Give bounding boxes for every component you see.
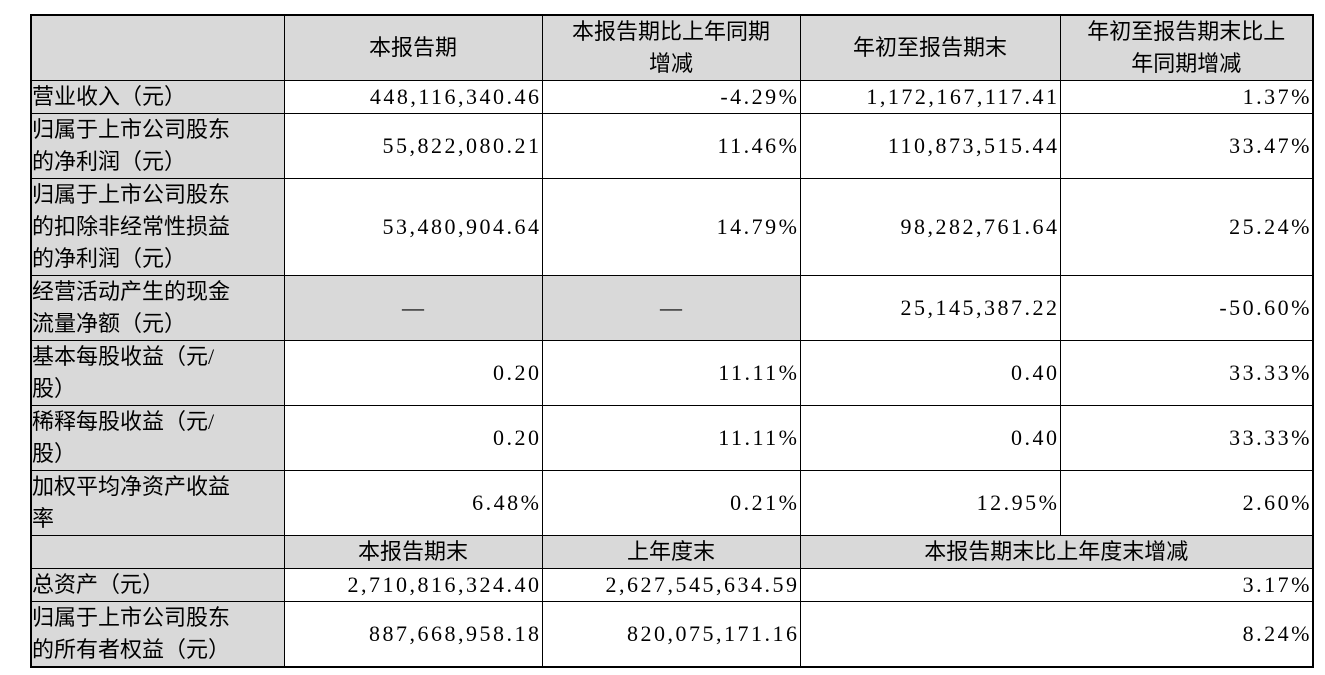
cell-value: 820,075,171.16	[541, 601, 801, 668]
cell-value: 33.33%	[1059, 405, 1314, 471]
corner-cell	[30, 14, 285, 81]
cell-value: 11.11%	[541, 340, 801, 406]
col-header-current-period-yoy: 本报告期比上年同期 增减	[541, 14, 801, 81]
cell-value: 0.21%	[541, 470, 801, 536]
row-label: 总资产（元）	[30, 568, 285, 602]
cell-value: 55,822,080.21	[283, 113, 543, 179]
cell-value: 14.79%	[541, 178, 801, 276]
cell-value: 25.24%	[1059, 178, 1314, 276]
cell-value: 0.20	[283, 340, 543, 406]
cell-value: 98,282,761.64	[799, 178, 1061, 276]
table-row-operating-cash-flow: 经营活动产生的现金 流量净额（元） — — 25,145,387.22 -50.…	[30, 275, 1314, 341]
row-label: 归属于上市公司股东 的净利润（元）	[30, 113, 285, 179]
table-row-basic-eps: 基本每股收益（元/ 股） 0.20 11.11% 0.40 33.33%	[30, 340, 1314, 406]
table-row-total-assets: 总资产（元） 2,710,816,324.40 2,627,545,634.59…	[30, 568, 1314, 602]
cell-value: 2,710,816,324.40	[283, 568, 543, 602]
cell-value: 2.60%	[1059, 470, 1314, 536]
end-header-row: 本报告期末 上年度末 本报告期末比上年度末增减	[30, 535, 1314, 569]
col-header-end-change: 本报告期末比上年度末增减	[799, 535, 1314, 569]
cell-value-empty-dash: —	[541, 275, 801, 341]
cell-value-empty-dash: —	[283, 275, 543, 341]
cell-value: 11.11%	[541, 405, 801, 471]
financial-summary-table: 本报告期 本报告期比上年同期 增减 年初至报告期末 年初至报告期末比上 年同期增…	[30, 14, 1314, 668]
corner-cell	[30, 535, 285, 569]
col-header-current-period: 本报告期	[283, 14, 543, 81]
row-label: 加权平均净资产收益 率	[30, 470, 285, 536]
table-row-net-profit: 归属于上市公司股东 的净利润（元） 55,822,080.21 11.46% 1…	[30, 113, 1314, 179]
cell-value: -50.60%	[1059, 275, 1314, 341]
row-label: 经营活动产生的现金 流量净额（元）	[30, 275, 285, 341]
cell-value: 53,480,904.64	[283, 178, 543, 276]
table-row-diluted-eps: 稀释每股收益（元/ 股） 0.20 11.11% 0.40 33.33%	[30, 405, 1314, 471]
table-row-net-profit-deducted: 归属于上市公司股东 的扣除非经常性损益 的净利润（元） 53,480,904.6…	[30, 178, 1314, 276]
row-label: 稀释每股收益（元/ 股）	[30, 405, 285, 471]
col-header-ytd: 年初至报告期末	[799, 14, 1061, 81]
table-row-revenue: 营业收入（元） 448,116,340.46 -4.29% 1,172,167,…	[30, 80, 1314, 114]
cell-value: 0.40	[799, 405, 1061, 471]
cell-value: 33.33%	[1059, 340, 1314, 406]
col-header-ytd-yoy: 年初至报告期末比上 年同期增减	[1059, 14, 1314, 81]
cell-value: 1,172,167,117.41	[799, 80, 1061, 114]
cell-value: 33.47%	[1059, 113, 1314, 179]
cell-value: 6.48%	[283, 470, 543, 536]
cell-value: 25,145,387.22	[799, 275, 1061, 341]
row-label: 归属于上市公司股东 的所有者权益（元）	[30, 601, 285, 668]
row-label: 归属于上市公司股东 的扣除非经常性损益 的净利润（元）	[30, 178, 285, 276]
cell-value: -4.29%	[541, 80, 801, 114]
period-header-row: 本报告期 本报告期比上年同期 增减 年初至报告期末 年初至报告期末比上 年同期增…	[30, 14, 1314, 81]
cell-value: 12.95%	[799, 470, 1061, 536]
cell-value: 110,873,515.44	[799, 113, 1061, 179]
cell-value: 887,668,958.18	[283, 601, 543, 668]
table-row-weighted-roe: 加权平均净资产收益 率 6.48% 0.21% 12.95% 2.60%	[30, 470, 1314, 536]
cell-value: 0.20	[283, 405, 543, 471]
cell-value: 2,627,545,634.59	[541, 568, 801, 602]
cell-value: 0.40	[799, 340, 1061, 406]
cell-value: 3.17%	[799, 568, 1314, 602]
cell-value: 11.46%	[541, 113, 801, 179]
row-label: 营业收入（元）	[30, 80, 285, 114]
row-label: 基本每股收益（元/ 股）	[30, 340, 285, 406]
cell-value: 448,116,340.46	[283, 80, 543, 114]
cell-value: 8.24%	[799, 601, 1314, 668]
cell-value: 1.37%	[1059, 80, 1314, 114]
financial-summary: 本报告期 本报告期比上年同期 增减 年初至报告期末 年初至报告期末比上 年同期增…	[30, 14, 1314, 668]
col-header-end-of-prior-year: 上年度末	[541, 535, 801, 569]
table-row-owners-equity: 归属于上市公司股东 的所有者权益（元） 887,668,958.18 820,0…	[30, 601, 1314, 668]
col-header-end-of-period: 本报告期末	[283, 535, 543, 569]
